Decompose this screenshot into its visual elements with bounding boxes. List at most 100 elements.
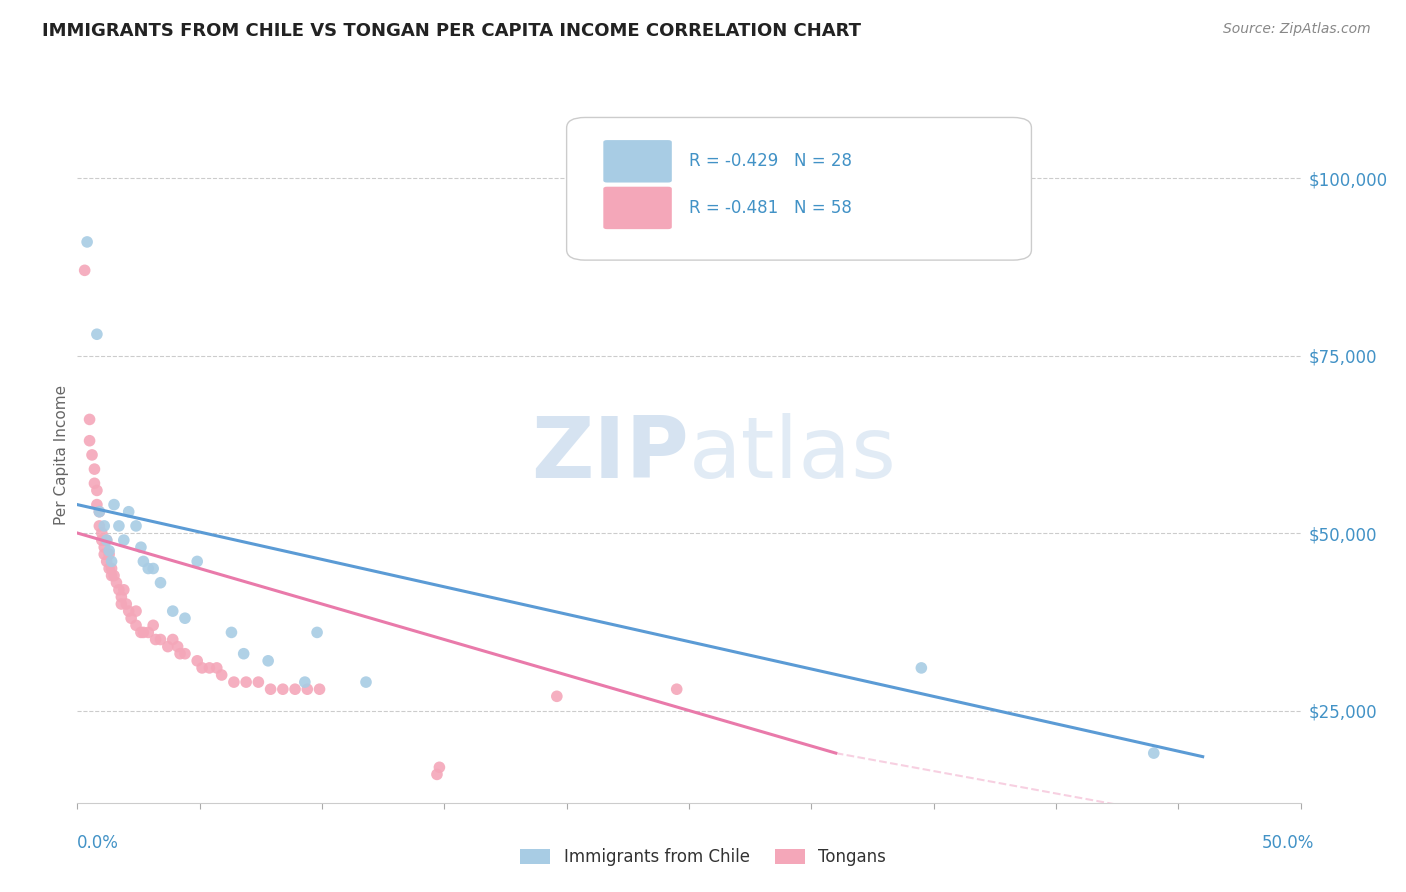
Point <box>129 625 152 640</box>
Point <box>86 483 108 498</box>
Point <box>125 604 148 618</box>
Point <box>156 640 179 654</box>
Point <box>108 582 131 597</box>
Point <box>235 675 257 690</box>
Point <box>174 611 197 625</box>
Point <box>232 647 254 661</box>
Point <box>132 625 155 640</box>
Text: 0.0%: 0.0% <box>77 834 120 852</box>
Text: ZIP: ZIP <box>531 413 689 497</box>
Point <box>136 561 159 575</box>
Point <box>76 235 98 249</box>
Point <box>93 547 115 561</box>
Point <box>112 533 135 548</box>
Point <box>100 561 122 575</box>
Point <box>86 327 108 342</box>
Point <box>910 661 932 675</box>
Point <box>83 476 105 491</box>
Point <box>90 526 112 541</box>
Point <box>118 505 141 519</box>
Point <box>110 597 132 611</box>
Point <box>132 554 155 568</box>
Point <box>103 498 125 512</box>
Point <box>108 519 131 533</box>
Point <box>120 611 142 625</box>
Text: IMMIGRANTS FROM CHILE VS TONGAN PER CAPITA INCOME CORRELATION CHART: IMMIGRANTS FROM CHILE VS TONGAN PER CAPI… <box>42 22 862 40</box>
Point <box>86 498 108 512</box>
Legend: Immigrants from Chile, Tongans: Immigrants from Chile, Tongans <box>512 840 894 875</box>
Point <box>83 462 105 476</box>
Point <box>142 561 165 575</box>
Point <box>98 561 121 575</box>
Point <box>271 682 294 697</box>
Point <box>103 568 125 582</box>
Point <box>186 554 208 568</box>
Point <box>96 554 118 568</box>
Point <box>307 625 329 640</box>
Text: atlas: atlas <box>689 413 897 497</box>
Point <box>98 547 121 561</box>
Point <box>80 448 103 462</box>
Point <box>145 632 167 647</box>
Point <box>89 519 111 533</box>
Point <box>89 505 111 519</box>
Text: R = -0.429   N = 28: R = -0.429 N = 28 <box>689 153 852 170</box>
Point <box>149 575 172 590</box>
Point <box>1143 746 1166 760</box>
Point <box>426 767 449 781</box>
Point <box>115 597 138 611</box>
Point <box>174 647 197 661</box>
Point <box>118 604 141 618</box>
Point <box>198 661 221 675</box>
Point <box>247 675 270 690</box>
Point <box>90 533 112 548</box>
Text: R = -0.481   N = 58: R = -0.481 N = 58 <box>689 199 852 217</box>
Point <box>100 554 122 568</box>
Point <box>429 760 451 774</box>
Point <box>96 533 118 548</box>
Point <box>110 590 132 604</box>
Point <box>129 540 152 554</box>
Point <box>211 668 233 682</box>
Point <box>136 625 159 640</box>
FancyBboxPatch shape <box>603 140 672 183</box>
Point <box>93 540 115 554</box>
FancyBboxPatch shape <box>567 118 1032 260</box>
Point <box>308 682 330 697</box>
Point <box>186 654 208 668</box>
Point <box>205 661 228 675</box>
Point <box>79 434 101 448</box>
Point <box>169 647 191 661</box>
Point <box>546 690 568 704</box>
Point <box>125 618 148 632</box>
Point <box>162 604 184 618</box>
Text: 50.0%: 50.0% <box>1263 834 1315 852</box>
Point <box>221 625 243 640</box>
Point <box>100 568 122 582</box>
Point <box>93 519 115 533</box>
Y-axis label: Per Capita Income: Per Capita Income <box>53 384 69 525</box>
Point <box>284 682 307 697</box>
Point <box>98 543 121 558</box>
Point <box>73 263 96 277</box>
Point <box>162 632 184 647</box>
Point <box>149 632 172 647</box>
Point <box>125 519 148 533</box>
Point <box>89 505 111 519</box>
Point <box>112 582 135 597</box>
Point <box>222 675 245 690</box>
Point <box>142 618 165 632</box>
Point <box>191 661 214 675</box>
Text: Source: ZipAtlas.com: Source: ZipAtlas.com <box>1223 22 1371 37</box>
Point <box>665 682 688 697</box>
Point <box>257 654 280 668</box>
FancyBboxPatch shape <box>603 186 672 229</box>
Point <box>79 412 101 426</box>
Point <box>96 533 118 548</box>
Point <box>294 675 316 690</box>
Point <box>166 640 188 654</box>
Point <box>354 675 377 690</box>
Point <box>105 575 128 590</box>
Point <box>297 682 319 697</box>
Point <box>259 682 281 697</box>
